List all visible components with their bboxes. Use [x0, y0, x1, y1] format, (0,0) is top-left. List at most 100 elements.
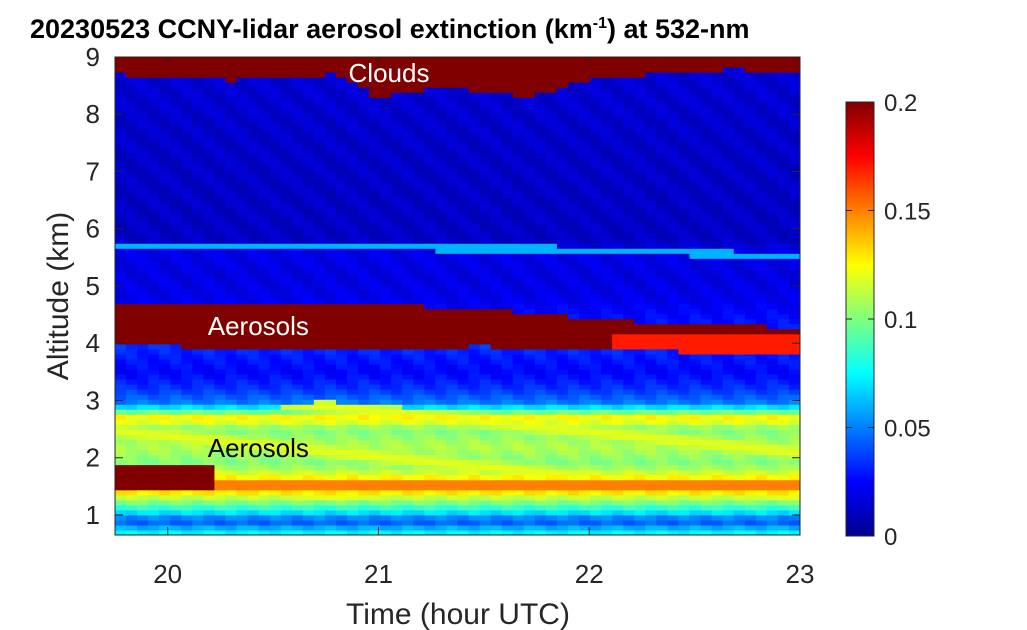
- heatmap-cell: [380, 67, 392, 73]
- heatmap-cell: [358, 233, 370, 239]
- heatmap-cell: [534, 233, 547, 239]
- heatmap-cell: [645, 338, 657, 345]
- heatmap-cell: [137, 504, 149, 511]
- heatmap-cell: [634, 394, 646, 400]
- heatmap-cell: [601, 142, 613, 149]
- heatmap-cell: [148, 172, 160, 179]
- heatmap-cell: [501, 358, 514, 365]
- heatmap-cell: [579, 529, 591, 535]
- heatmap-cell: [457, 278, 470, 285]
- heatmap-cell: [170, 253, 182, 259]
- heatmap-cell: [192, 87, 204, 93]
- heatmap-cell: [667, 212, 680, 219]
- heatmap-cell: [137, 459, 149, 466]
- heatmap-cell: [148, 328, 160, 335]
- heatmap-cell: [479, 454, 492, 461]
- heatmap-cell: [402, 87, 414, 93]
- heatmap-cell: [490, 313, 503, 320]
- heatmap-cell: [634, 238, 646, 244]
- heatmap-cell: [523, 358, 536, 365]
- heatmap-cell: [369, 87, 381, 93]
- heatmap-cell: [634, 338, 646, 345]
- heatmap-cell: [457, 72, 470, 78]
- heatmap-cell: [601, 223, 613, 229]
- heatmap-cell: [335, 197, 348, 204]
- heatmap-cell: [523, 444, 536, 451]
- heatmap-cell: [358, 444, 370, 451]
- heatmap-cell: [291, 524, 304, 531]
- heatmap-cell: [567, 484, 580, 491]
- heatmap-cell: [512, 278, 525, 285]
- heatmap-cell: [258, 358, 271, 365]
- heatmap-cell: [115, 197, 127, 204]
- heatmap-cell: [590, 414, 602, 420]
- heatmap-cell: [170, 419, 182, 425]
- heatmap-cell: [468, 494, 481, 501]
- heatmap-cell: [479, 363, 492, 370]
- heatmap-cell: [291, 429, 304, 435]
- heatmap-cell: [126, 454, 138, 461]
- heatmap-cell: [391, 313, 403, 320]
- heatmap-cell: [313, 484, 326, 491]
- heatmap-cell: [203, 414, 216, 420]
- heatmap-cell: [324, 529, 337, 535]
- heatmap-cell: [148, 384, 160, 390]
- heatmap-cell: [335, 112, 348, 118]
- heatmap-cell: [645, 459, 657, 466]
- heatmap-cell: [512, 258, 525, 264]
- heatmap-cell: [159, 142, 171, 149]
- heatmap-cell: [490, 504, 503, 511]
- heatmap-cell: [324, 348, 337, 355]
- heatmap-cell: [490, 172, 503, 179]
- heatmap-cell: [479, 288, 492, 295]
- heatmap-cell: [380, 529, 392, 535]
- heatmap-cell: [645, 122, 657, 129]
- heatmap-cell: [280, 318, 293, 325]
- heatmap-cell: [545, 223, 558, 229]
- heatmap-cell: [159, 499, 171, 506]
- heatmap-cell: [634, 177, 646, 184]
- heatmap-cell: [556, 444, 569, 451]
- heatmap-cell: [678, 399, 691, 405]
- heatmap-cell: [523, 394, 536, 400]
- heatmap-cell: [590, 137, 602, 144]
- heatmap-cell: [280, 253, 293, 259]
- heatmap-cell: [446, 233, 459, 239]
- heatmap-cell: [291, 444, 304, 451]
- heatmap-cell: [424, 318, 437, 325]
- heatmap-cell: [148, 218, 160, 224]
- heatmap-cell: [612, 454, 624, 461]
- heatmap-cell: [192, 313, 204, 320]
- heatmap-cell: [313, 147, 326, 154]
- heatmap-cell: [656, 283, 669, 290]
- heatmap-cell: [656, 494, 669, 501]
- heatmap-cell: [358, 152, 370, 159]
- heatmap-cell: [247, 323, 260, 330]
- heatmap-cell: [435, 509, 448, 516]
- heatmap-cell: [402, 373, 414, 380]
- heatmap-cell: [424, 384, 437, 390]
- heatmap-cell: [689, 303, 702, 310]
- heatmap-cell: [115, 494, 127, 501]
- heatmap-cell: [623, 182, 635, 189]
- heatmap-cell: [170, 77, 182, 83]
- heatmap-cell: [148, 439, 160, 446]
- heatmap-cell: [645, 283, 657, 290]
- heatmap-cell: [689, 434, 702, 440]
- heatmap-cell: [590, 404, 602, 410]
- heatmap-cell: [490, 424, 503, 430]
- heatmap-cell: [247, 429, 260, 435]
- heatmap-cell: [369, 107, 381, 113]
- heatmap-cell: [424, 97, 437, 103]
- heatmap-cell: [534, 238, 547, 244]
- heatmap-cell: [468, 414, 481, 420]
- heatmap-cell: [634, 92, 646, 98]
- heatmap-cell: [358, 182, 370, 189]
- heatmap-cell: [523, 248, 536, 254]
- heatmap-cell: [347, 519, 359, 526]
- heatmap-cell: [203, 384, 216, 390]
- heatmap-cell: [567, 82, 580, 88]
- heatmap-cell: [313, 107, 326, 113]
- heatmap-cell: [590, 464, 602, 471]
- heatmap-cell: [601, 72, 613, 78]
